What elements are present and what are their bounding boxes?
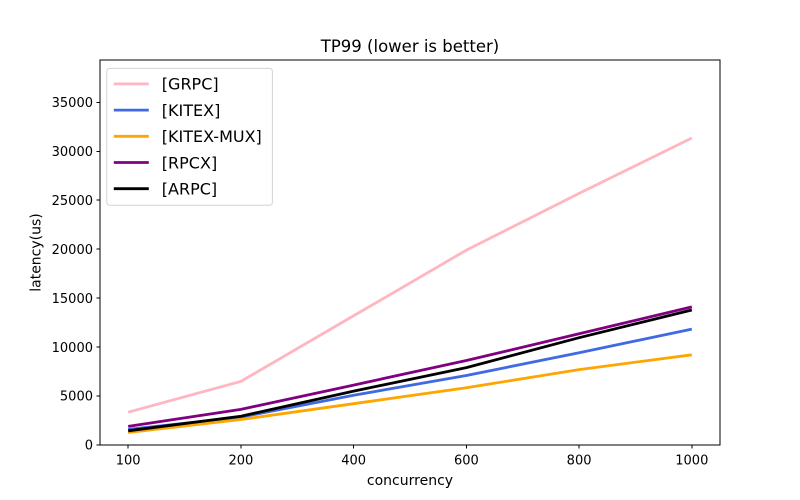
x-tick-label: 400 [341,454,366,469]
plot-area [99,59,721,446]
x-axis: 100 200 400 600 800 1000 [116,445,708,469]
y-tick-label: 10000 [52,341,93,356]
y-tick-label: 20000 [52,243,93,258]
y-tick-label: 15000 [52,292,93,307]
y-tick-label: 5000 [60,390,93,405]
legend-item: [RPCX] [113,153,217,172]
x-tick-label: 100 [116,454,141,469]
y-tick-label: 35000 [52,96,93,111]
y-tick-label: 0 [85,439,93,454]
x-tick-label: 1000 [675,454,708,469]
y-axis: 0 5000 10000 15000 20000 25000 30000 35000 [52,96,100,454]
legend-item: [KITEX-MUX] [113,127,262,146]
legend: [GRPC] [KITEX] [KITEX-MUX] [RPCX] [ARPC] [106,67,273,206]
x-tick-label: 200 [228,454,253,469]
legend-item: [GRPC] [113,75,219,94]
legend-label: [GRPC] [162,75,219,94]
legend-label: [RPCX] [162,153,217,172]
series-line-arpc [128,308,693,433]
legend-item: [KITEX] [113,101,221,120]
x-tick-label: 600 [454,454,479,469]
chart-title: TP99 (lower is better) [320,37,499,56]
legend-box [106,67,273,206]
legend-label: [ARPC] [162,180,217,199]
series-lines [127,136,693,434]
y-tick-label: 25000 [52,194,93,209]
y-axis-label: latency(us) [29,213,45,292]
series-line-kitex-mux [128,353,693,434]
x-tick-label: 800 [567,454,592,469]
legend-label: [KITEX] [162,101,221,120]
series-line-rpcx [127,305,693,428]
axes: 100 200 400 600 800 1000050001000015000200002… [52,96,709,469]
legend-item: [ARPC] [113,180,217,199]
y-tick-label: 30000 [52,145,93,160]
x-axis-label: concurrency [367,473,453,489]
series-line-grpc [127,136,693,414]
plot-border [99,59,721,446]
legend-label: [KITEX-MUX] [162,127,262,146]
